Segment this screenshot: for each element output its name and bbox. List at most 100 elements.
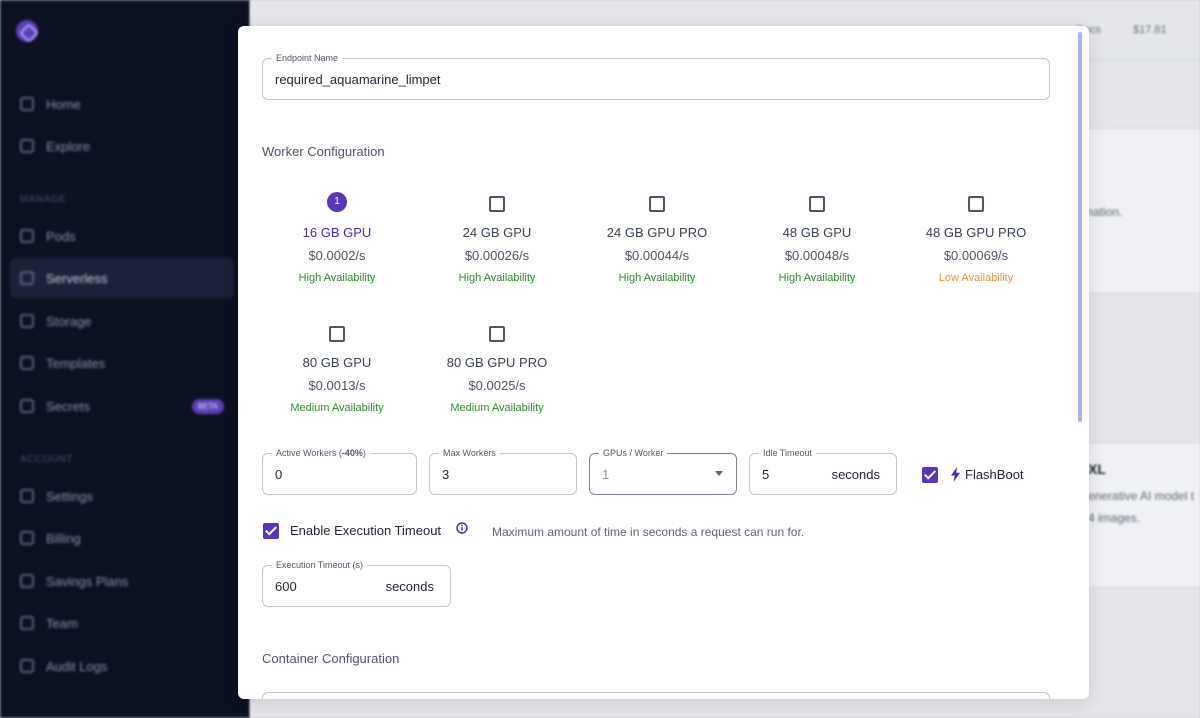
home-icon: [20, 97, 34, 111]
app-logo: [16, 20, 38, 42]
max-workers-value: 3: [442, 467, 450, 482]
modal-scrollbar[interactable]: [1078, 32, 1082, 422]
gpu-checkbox[interactable]: [489, 196, 505, 212]
sidebar-item-audit-logs[interactable]: Audit Logs: [10, 646, 234, 686]
idle-timeout-label: Idle Timeout: [759, 447, 817, 459]
endpoint-name-field[interactable]: Endpoint Name required_aquamarine_limpet: [262, 52, 1050, 100]
execution-timeout-hint: Maximum amount of time in seconds a requ…: [492, 525, 805, 539]
sidebar-item-home[interactable]: Home: [10, 84, 234, 124]
sidebar-item-templates[interactable]: Templates: [10, 343, 234, 383]
info-icon[interactable]: [456, 522, 468, 534]
idle-timeout-value: 5: [762, 467, 770, 482]
sidebar-item-team[interactable]: Team: [10, 603, 234, 643]
sidebar-item-secrets[interactable]: Secrets BETA: [10, 386, 234, 426]
max-workers-field[interactable]: Max Workers 3: [429, 447, 577, 495]
explore-icon: [20, 139, 34, 153]
sidebar-item-label: Secrets: [46, 398, 91, 414]
gpus-per-worker-value: 1: [602, 467, 610, 482]
sidebar-item-label: Home: [46, 96, 81, 112]
gpu-option-48gb-pro[interactable]: 48 GB GPU PRO $0.00069/s Low Availabilit…: [906, 196, 1046, 284]
gpu-option-24gb-pro[interactable]: 24 GB GPU PRO $0.00044/s High Availabili…: [587, 196, 727, 284]
execution-timeout-field[interactable]: Execution Timeout (s) 600 seconds: [262, 559, 451, 607]
sidebar-item-pods[interactable]: Pods: [10, 216, 234, 256]
gpus-per-worker-select[interactable]: GPUs / Worker 1: [589, 447, 737, 495]
pods-icon: [20, 229, 34, 243]
sidebar-item-storage[interactable]: Storage: [10, 301, 234, 341]
gpu-price: $0.0002/s: [308, 248, 366, 263]
idle-timeout-field[interactable]: Idle Timeout 5 seconds: [749, 447, 897, 495]
gpu-checkbox[interactable]: [329, 326, 345, 342]
audit-icon: [20, 659, 34, 673]
tag-icon: [20, 574, 34, 588]
sidebar-section-account: ACCOUNT: [20, 454, 73, 465]
gpu-name: 48 GB GPU: [782, 225, 852, 240]
gpu-option-48gb[interactable]: 48 GB GPU $0.00048/s High Availability: [747, 196, 887, 284]
gpu-availability: Medium Availability: [450, 402, 544, 414]
sidebar-item-explore[interactable]: Explore: [10, 126, 234, 166]
gpu-option-24gb[interactable]: 24 GB GPU $0.00026/s High Availability: [427, 196, 567, 284]
gpu-price: $0.0025/s: [468, 378, 526, 393]
execution-timeout-toggle-label: Enable Execution Timeout: [290, 523, 442, 538]
sidebar-item-label: Team: [46, 615, 78, 631]
worker-configuration-title: Worker Configuration: [262, 144, 385, 159]
gpu-option-16gb[interactable]: 1 16 GB GPU $0.0002/s High Availability: [267, 192, 407, 284]
gpu-price: $0.00026/s: [464, 248, 530, 263]
active-workers-label-text: Active Workers (: [276, 448, 342, 458]
gpu-checkbox[interactable]: [809, 196, 825, 212]
gpu-name: 80 GB GPU PRO: [446, 355, 548, 370]
gpu-price: $0.0013/s: [308, 378, 366, 393]
chevron-down-icon: [715, 471, 723, 476]
active-workers-label: Active Workers (-40%): [272, 447, 370, 459]
sidebar-item-label: Storage: [46, 313, 92, 329]
gpu-price: $0.00044/s: [624, 248, 690, 263]
idle-timeout-unit: seconds: [831, 467, 880, 482]
flashboot-checkbox[interactable]: [922, 467, 938, 483]
gpu-checkbox[interactable]: [489, 326, 505, 342]
active-workers-discount: -40%: [341, 448, 363, 458]
sidebar-item-billing[interactable]: Billing: [10, 518, 234, 558]
sidebar-item-label: Explore: [46, 138, 91, 154]
gpu-name: 24 GB GPU: [462, 225, 532, 240]
sidebar-item-settings[interactable]: Settings: [10, 476, 234, 516]
sidebar-item-label: Templates: [46, 355, 106, 371]
background-card-line: enerative AI model t: [1088, 489, 1195, 503]
gpu-name: 24 GB GPU PRO: [606, 225, 708, 240]
sidebar-item-label: Settings: [46, 488, 93, 504]
gpu-availability: High Availability: [778, 272, 856, 284]
gpu-availability: High Availability: [458, 272, 536, 284]
gpu-name: 48 GB GPU PRO: [925, 225, 1027, 240]
endpoint-name-label: Endpoint Name: [272, 52, 343, 64]
container-image-field[interactable]: [262, 692, 1050, 699]
billing-icon: [20, 531, 34, 545]
gpu-checkbox[interactable]: [968, 196, 984, 212]
gpu-availability: Medium Availability: [290, 402, 384, 414]
sidebar-item-savings-plans[interactable]: Savings Plans: [10, 561, 234, 601]
background-card-text: mation.: [1083, 205, 1123, 219]
sidebar-item-label: Pods: [46, 228, 76, 244]
execution-timeout-checkbox[interactable]: [263, 523, 279, 539]
storage-icon: [20, 314, 34, 328]
lightning-icon: [951, 467, 960, 482]
sidebar-item-label: Savings Plans: [46, 573, 129, 589]
gpu-option-80gb-pro[interactable]: 80 GB GPU PRO $0.0025/s Medium Availabil…: [427, 326, 567, 414]
sidebar-item-serverless[interactable]: Serverless: [10, 258, 234, 298]
active-workers-label-end: ): [362, 448, 366, 458]
gpu-availability: High Availability: [618, 272, 696, 284]
gpu-price: $0.00048/s: [784, 248, 850, 263]
gear-icon: [20, 489, 34, 503]
templates-icon: [20, 356, 34, 370]
gpu-availability: High Availability: [298, 272, 376, 284]
gpu-name: 80 GB GPU: [302, 355, 372, 370]
execution-timeout-unit: seconds: [385, 579, 434, 594]
active-workers-field[interactable]: Active Workers (-40%) 0: [262, 447, 417, 495]
sidebar-section-manage: MANAGE: [20, 194, 67, 205]
sidebar-item-label: Billing: [46, 530, 81, 546]
gpu-option-80gb[interactable]: 80 GB GPU $0.0013/s Medium Availability: [267, 326, 407, 414]
gpu-checkbox[interactable]: [649, 196, 665, 212]
sidebar-item-label: Audit Logs: [46, 658, 108, 674]
max-workers-label: Max Workers: [439, 447, 500, 459]
execution-timeout-label: Execution Timeout (s): [272, 559, 368, 571]
active-workers-value: 0: [275, 467, 283, 482]
sidebar: Home Explore MANAGE Pods Serverless Stor…: [0, 0, 250, 718]
sidebar-item-label: Serverless: [46, 270, 108, 286]
